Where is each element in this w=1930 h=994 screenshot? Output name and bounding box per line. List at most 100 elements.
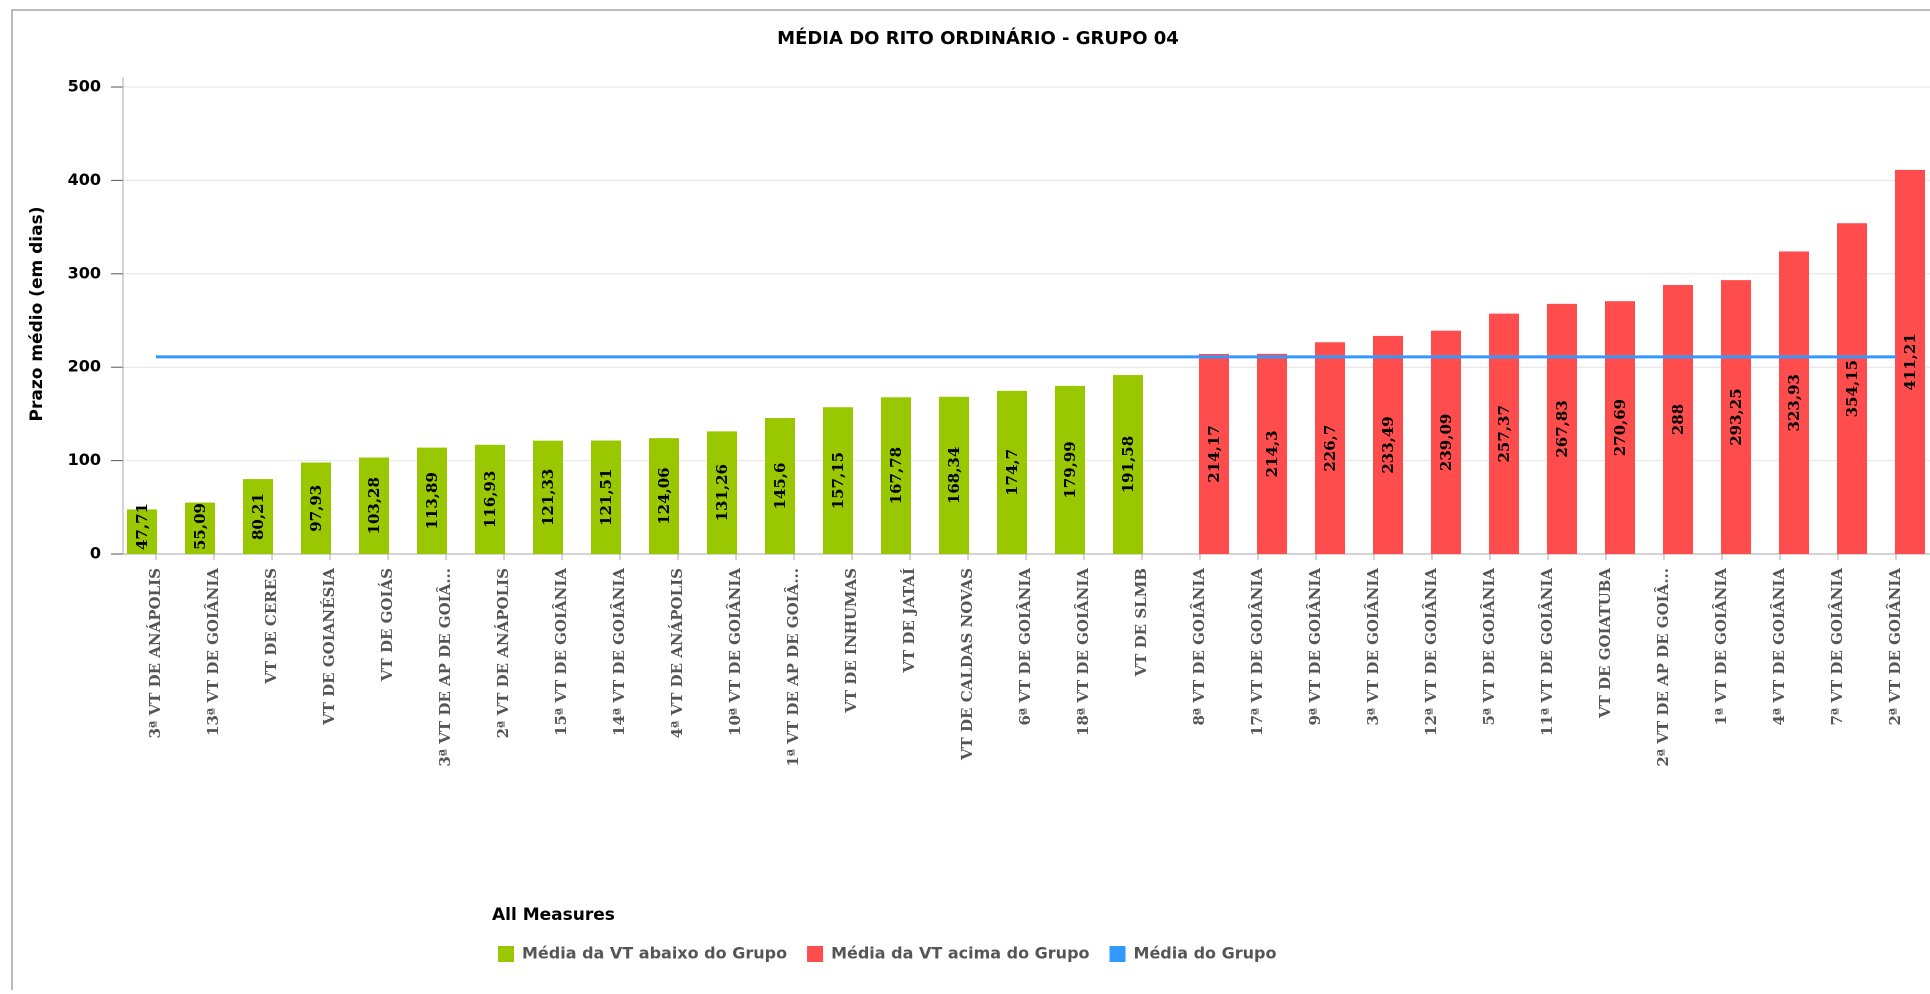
value-label: 121,51 xyxy=(597,469,615,526)
bar xyxy=(1257,353,1287,554)
bar xyxy=(1663,285,1693,554)
bar xyxy=(127,509,157,554)
bar xyxy=(185,502,215,554)
x-tick-label: 6ª VT DE GOIÂNIA xyxy=(1016,568,1034,726)
x-tick-label: 13ª VT DE GOIÂNIA xyxy=(204,568,222,736)
x-tick-label: VT DE GOIÁS xyxy=(378,568,396,682)
bar xyxy=(823,407,853,554)
legend-label: Média da VT abaixo do Grupo xyxy=(522,944,787,963)
y-tick-label: 400 xyxy=(68,170,101,189)
value-label: 257,37 xyxy=(1495,405,1513,462)
legend-swatch xyxy=(807,946,824,962)
value-label: 323,93 xyxy=(1785,374,1803,431)
y-tick-label: 0 xyxy=(90,544,101,563)
x-tick-label: VT DE GOIATUBA xyxy=(1596,568,1614,719)
bar xyxy=(939,396,969,554)
bar xyxy=(1779,251,1809,554)
value-label: 55,09 xyxy=(191,503,209,550)
x-tick-label: 2ª VT DE ANÁPOLIS xyxy=(494,568,512,738)
value-label: 47,71 xyxy=(133,503,151,550)
x-tick-label: VT DE INHUMAS xyxy=(842,568,860,714)
value-label: 174,7 xyxy=(1003,449,1021,496)
x-tick-label: 1ª VT DE GOIÂNIA xyxy=(1712,568,1730,726)
bar xyxy=(1199,353,1229,554)
x-tick-label: 7ª VT DE GOIÂNIA xyxy=(1828,568,1846,726)
x-tick-label: 12ª VT DE GOIÂNIA xyxy=(1422,568,1440,736)
x-tick-label: 2ª VT DE AP DE GOIÂ... xyxy=(1654,568,1672,767)
bar xyxy=(1055,385,1085,554)
x-tick-label: 3ª VT DE ANÁPOLIS xyxy=(146,568,164,738)
x-tick-label: 3ª VT DE AP DE GOIÂ... xyxy=(436,568,454,767)
value-label: 293,25 xyxy=(1727,388,1745,445)
x-tick-label: 17ª VT DE GOIÂNIA xyxy=(1248,568,1266,736)
bar xyxy=(1373,335,1403,554)
y-tick-label: 300 xyxy=(68,263,101,282)
bar xyxy=(359,457,389,554)
value-label: 226,7 xyxy=(1321,425,1339,472)
legend-title: All Measures xyxy=(492,905,615,925)
value-label: 145,6 xyxy=(771,463,789,510)
bar xyxy=(881,397,911,554)
legend-swatch xyxy=(1109,946,1126,962)
value-label: 116,93 xyxy=(481,471,499,528)
x-tick-label: VT DE JATAÍ xyxy=(900,568,918,674)
bar xyxy=(707,431,737,554)
bar xyxy=(1315,342,1345,554)
x-tick-label: VT DE CALDAS NOVAS xyxy=(958,568,976,761)
bar xyxy=(765,418,795,554)
x-tick-label: 14ª VT DE GOIÂNIA xyxy=(610,568,628,736)
bar xyxy=(301,462,331,554)
value-label: 157,15 xyxy=(829,452,847,509)
bar xyxy=(533,440,563,554)
x-tick-label: 5ª VT DE GOIÂNIA xyxy=(1480,568,1498,726)
bar xyxy=(591,440,621,554)
x-tick-label: 1ª VT DE AP DE GOIÂ... xyxy=(784,568,802,767)
x-tick-label: 8ª VT DE GOIÂNIA xyxy=(1190,568,1208,726)
y-tick-label: 200 xyxy=(68,357,101,376)
bar xyxy=(243,479,273,554)
value-label: 411,21 xyxy=(1901,333,1919,390)
x-tick-label: VT DE CERES xyxy=(262,568,280,685)
x-tick-label: 3ª VT DE GOIÂNIA xyxy=(1364,568,1382,726)
value-label: 103,28 xyxy=(365,477,383,534)
bar xyxy=(475,444,505,554)
x-tick-label: 2ª VT DE GOIÂNIA xyxy=(1886,568,1904,726)
y-axis-label: Prazo médio (em dias) xyxy=(27,207,47,422)
x-tick-label: 10ª VT DE GOIÂNIA xyxy=(726,568,744,736)
value-label: 288 xyxy=(1669,404,1687,435)
frame xyxy=(11,9,1930,994)
x-tick-label: 4ª VT DE ANÁPOLIS xyxy=(668,568,686,738)
y-tick-label: 500 xyxy=(68,77,101,96)
value-label: 233,49 xyxy=(1379,416,1397,473)
bar xyxy=(1605,301,1635,554)
x-tick-label: 15ª VT DE GOIÂNIA xyxy=(552,568,570,736)
value-label: 80,21 xyxy=(249,493,267,540)
bar xyxy=(649,438,679,554)
value-label: 113,89 xyxy=(423,472,441,529)
x-tick-label: 4ª VT DE GOIÂNIA xyxy=(1770,568,1788,726)
value-label: 167,78 xyxy=(887,447,905,504)
y-tick-label: 100 xyxy=(68,450,101,469)
bar xyxy=(1431,330,1461,554)
x-tick-label: VT DE GOIANÉSIA xyxy=(320,568,338,726)
value-label: 179,99 xyxy=(1061,441,1079,498)
bar xyxy=(997,390,1027,554)
bar xyxy=(1547,303,1577,554)
value-label: 354,15 xyxy=(1843,360,1861,417)
value-label: 131,26 xyxy=(713,464,731,521)
x-tick-label: 9ª VT DE GOIÂNIA xyxy=(1306,568,1324,726)
value-label: 267,83 xyxy=(1553,400,1571,457)
value-label: 168,34 xyxy=(945,447,963,504)
bar xyxy=(1721,280,1751,554)
legend-label: Média do Grupo xyxy=(1134,944,1277,963)
x-tick-label: 11ª VT DE GOIÂNIA xyxy=(1538,568,1556,736)
bar xyxy=(1113,375,1143,554)
x-tick-label: VT DE SLMB xyxy=(1132,568,1150,677)
value-label: 270,69 xyxy=(1611,399,1629,456)
legend-label: Média da VT acima do Grupo xyxy=(831,944,1089,963)
value-label: 214,17 xyxy=(1205,425,1223,482)
chart-title: MÉDIA DO RITO ORDINÁRIO - GRUPO 04 xyxy=(777,27,1179,49)
bar xyxy=(1895,169,1925,554)
